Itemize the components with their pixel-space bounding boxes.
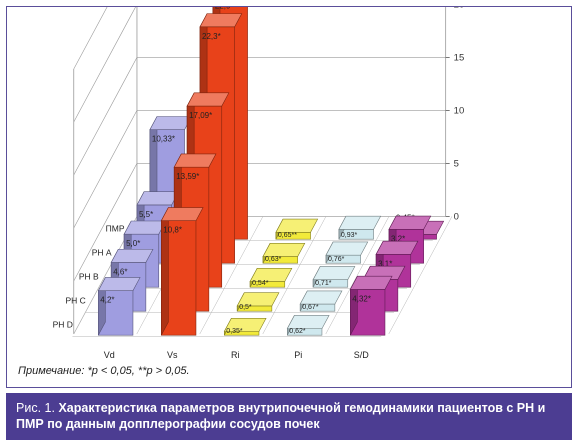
- data-label: 5,5*: [139, 210, 153, 219]
- bar-top: [262, 243, 306, 257]
- category-label: S/D: [354, 350, 370, 360]
- data-label: 0,67*: [302, 304, 319, 311]
- figure-caption: Рис. 1. Характеристика параметров внутри…: [6, 393, 572, 440]
- bar-top: [325, 241, 369, 256]
- z-tick-label: 15: [454, 52, 465, 63]
- data-label: 13,59*: [176, 172, 199, 181]
- data-label: 10,8*: [163, 226, 182, 235]
- floor-gridline: [388, 216, 453, 335]
- bar-top: [236, 292, 280, 307]
- data-label: 22,3*: [202, 32, 221, 41]
- bar-top: [375, 240, 419, 255]
- bar-top: [136, 191, 180, 206]
- group-label: РН D: [53, 319, 73, 329]
- z-tick-label: 5: [454, 158, 459, 169]
- z-gridline: [73, 7, 108, 70]
- bar-top: [249, 267, 293, 282]
- floor-gridline: [325, 216, 390, 335]
- data-label: 0,63*: [265, 256, 282, 263]
- bar-top: [149, 116, 193, 131]
- bar-top: [286, 315, 330, 329]
- bar-top: [199, 13, 243, 28]
- floor-gridline: [199, 216, 264, 335]
- caption-text: Характеристика параметров внутрипочечной…: [16, 401, 546, 431]
- chart-note: Примечание: *p < 0,05, **p > 0,05.: [18, 365, 190, 377]
- caption-label: Рис. 1.: [16, 401, 55, 415]
- category-label: Ri: [231, 350, 240, 360]
- bar-top: [223, 317, 267, 332]
- z-gridline: [73, 57, 138, 176]
- z-tick-label: 0: [454, 211, 459, 222]
- bar-top: [123, 220, 167, 235]
- data-label: 3,2*: [391, 234, 405, 243]
- data-label: 5,0*: [126, 239, 140, 248]
- data-label: 0,65**: [278, 232, 297, 239]
- bar-top: [349, 275, 393, 290]
- category-label: Pi: [294, 350, 302, 360]
- group-label: РН А: [92, 247, 112, 257]
- bar-chart-3d: 0510152025ПМРРН АРН ВРН СРН DVdVsRiPiS/D…: [53, 7, 465, 360]
- data-label: 22,9*: [215, 7, 234, 10]
- data-label: 0,76*: [328, 256, 345, 263]
- floor-gridline: [262, 216, 327, 335]
- bar-top: [299, 290, 343, 305]
- bar-top: [338, 215, 382, 230]
- bar-top: [97, 277, 141, 291]
- data-label: 0,62*: [289, 328, 306, 335]
- data-label: 0,35*: [226, 328, 243, 335]
- category-label: Vd: [104, 350, 115, 360]
- bar-top: [388, 215, 432, 230]
- data-label: 0,54*: [252, 280, 269, 287]
- z-gridline: [73, 163, 138, 282]
- data-label: 0,71*: [315, 280, 332, 287]
- category-label: Vs: [167, 350, 178, 360]
- bar-top: [110, 248, 154, 263]
- bar-top: [186, 92, 230, 107]
- data-label: 4,32*: [352, 294, 371, 303]
- z-gridline: [73, 110, 138, 229]
- group-label: РН С: [65, 295, 85, 305]
- data-label: 4,6*: [113, 267, 127, 276]
- z-tick-label: 20: [454, 7, 465, 10]
- data-label: 3,1*: [378, 259, 392, 268]
- z-gridline: [73, 7, 136, 123]
- group-label: ПМР: [106, 223, 125, 233]
- plot-area: 0510152025ПМРРН АРН ВРН СРН DVdVsRiPiS/D…: [6, 6, 572, 388]
- data-label: 4,2*: [100, 296, 114, 305]
- bar-top: [312, 266, 356, 280]
- data-label: 0,5*: [239, 304, 252, 311]
- z-tick-label: 10: [454, 105, 465, 116]
- bar-top: [160, 207, 204, 222]
- group-label: РН В: [79, 271, 99, 281]
- data-label: 10,33*: [152, 135, 175, 144]
- data-label: 17,09*: [189, 111, 212, 120]
- bar-top: [173, 153, 217, 168]
- bar-top: [275, 218, 319, 233]
- data-label: 0,93*: [341, 232, 358, 239]
